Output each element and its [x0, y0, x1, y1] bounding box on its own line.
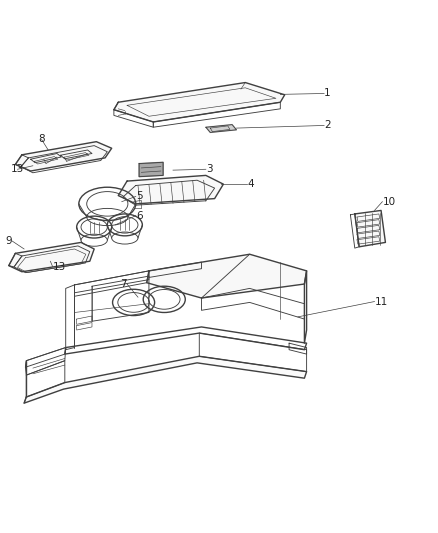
Text: 8: 8 [38, 134, 45, 144]
Polygon shape [15, 142, 112, 171]
Text: 11: 11 [374, 296, 388, 306]
Text: 13: 13 [53, 262, 66, 271]
Text: 10: 10 [382, 197, 396, 207]
Text: 4: 4 [247, 179, 254, 189]
Polygon shape [355, 211, 385, 247]
Text: 1: 1 [324, 88, 331, 99]
Text: 13: 13 [11, 164, 24, 174]
Text: 6: 6 [136, 211, 142, 221]
Polygon shape [147, 254, 307, 298]
Polygon shape [139, 162, 163, 177]
Text: 7: 7 [120, 279, 127, 289]
Polygon shape [9, 243, 94, 272]
Polygon shape [118, 175, 223, 204]
Text: 2: 2 [324, 120, 331, 131]
Text: 5: 5 [136, 191, 142, 201]
Polygon shape [114, 83, 285, 122]
Polygon shape [206, 125, 237, 133]
Text: 3: 3 [206, 164, 212, 174]
Text: 9: 9 [6, 236, 12, 246]
